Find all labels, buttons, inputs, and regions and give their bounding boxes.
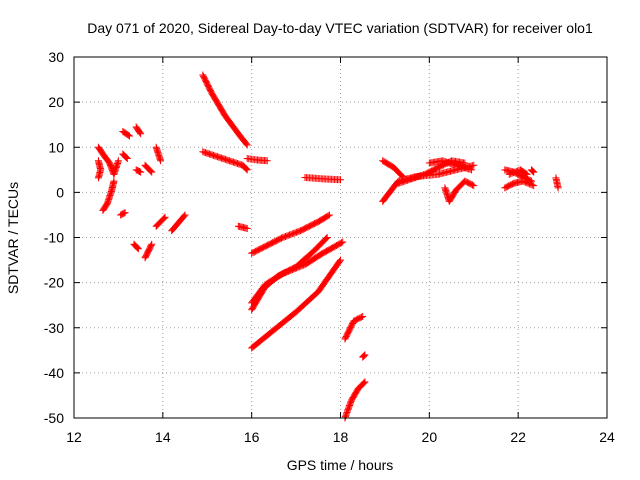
y-axis-label: SDTVAR / TECUs: [5, 182, 21, 294]
scatter-points: [132, 123, 145, 138]
chart-title: Day 071 of 2020, Sidereal Day-to-day VTE…: [87, 20, 593, 36]
x-tick-label: 14: [155, 429, 171, 445]
series-arc08: [132, 166, 145, 176]
series-arc27: [379, 157, 407, 181]
series-arc21: [248, 238, 347, 307]
scatter-points: [341, 312, 367, 343]
series-arc17: [243, 155, 271, 165]
series-arc15: [199, 71, 251, 149]
series-arc09: [141, 161, 156, 176]
scatter-points: [243, 155, 271, 165]
scatter-points: [152, 143, 165, 165]
series-arc01: [94, 143, 122, 178]
scatter-points: [119, 127, 134, 140]
scatter-points: [199, 71, 251, 149]
scatter-points: [141, 161, 156, 176]
series-arc33: [501, 177, 538, 192]
scatter-points: [301, 173, 344, 184]
series-arc05: [119, 150, 131, 163]
series-arc13: [152, 143, 165, 165]
x-tick-label: 18: [333, 429, 349, 445]
scatter-points: [527, 166, 538, 176]
x-tick-label: 12: [66, 429, 82, 445]
y-tick-label: 0: [56, 184, 64, 200]
scatter-points: [552, 174, 562, 192]
series-arc35: [527, 166, 538, 176]
grid-lines: [74, 57, 607, 418]
series-arc22: [248, 256, 344, 352]
y-tick-label: 20: [48, 94, 64, 110]
series-arc19: [248, 211, 333, 257]
y-tick-label: -10: [44, 230, 64, 246]
series-arc23: [301, 173, 344, 184]
scatter-points: [248, 211, 333, 257]
y-tick-label: -40: [44, 365, 64, 381]
series-arc14: [168, 211, 189, 235]
scatter-points: [234, 222, 251, 232]
scatter-points: [94, 143, 122, 178]
y-tick-label: -50: [44, 410, 64, 426]
series-arc10: [130, 240, 142, 253]
scatter-points: [501, 177, 538, 192]
scatter-points: [168, 211, 189, 235]
series-arc16: [199, 148, 251, 174]
scatter-points: [119, 150, 131, 163]
series-arc03: [99, 177, 118, 214]
scatter-points: [505, 166, 531, 178]
series-arc30: [425, 157, 476, 174]
scatter-points: [359, 351, 369, 361]
y-tick-label: 30: [48, 49, 64, 65]
scatter-points: [141, 240, 156, 262]
x-axis-label: GPS time / hours: [287, 457, 394, 473]
scatter-points: [425, 157, 476, 174]
scatter-points: [117, 209, 129, 219]
scatter-points: [441, 177, 478, 205]
series-arc24: [341, 312, 367, 343]
x-tick-label: 22: [510, 429, 526, 445]
series-arc18: [234, 222, 251, 232]
scatter-points: [248, 256, 344, 352]
scatter-points: [132, 166, 145, 176]
series-arc31: [441, 177, 478, 205]
scatter-points: [152, 213, 169, 230]
scatter-points: [199, 148, 251, 174]
scatter-points: [94, 157, 105, 182]
series-arc04: [117, 209, 129, 219]
data-points: [94, 71, 562, 422]
y-tick-label: -30: [44, 320, 64, 336]
x-tick-label: 20: [422, 429, 438, 445]
series-arc07: [132, 123, 145, 138]
y-tick-label: 10: [48, 139, 64, 155]
x-tick-label: 16: [244, 429, 260, 445]
series-arc34: [505, 166, 531, 178]
axis-ticks: 12 14 16 18 20 22 24 -50 -40 -30 -20 -10 0 10 20 30: [44, 49, 615, 445]
scatter-points: [248, 238, 347, 307]
series-arc36: [552, 174, 562, 192]
series-arc26: [359, 351, 369, 361]
x-tick-label: 24: [599, 429, 615, 445]
series-arc11: [141, 240, 156, 262]
series-arc02: [94, 157, 105, 182]
scatter-points: [99, 177, 118, 214]
scatter-points: [130, 240, 142, 253]
y-tick-label: -20: [44, 275, 64, 291]
series-arc12: [152, 213, 169, 230]
series-arc06: [119, 127, 134, 140]
scatter-points: [379, 157, 407, 181]
